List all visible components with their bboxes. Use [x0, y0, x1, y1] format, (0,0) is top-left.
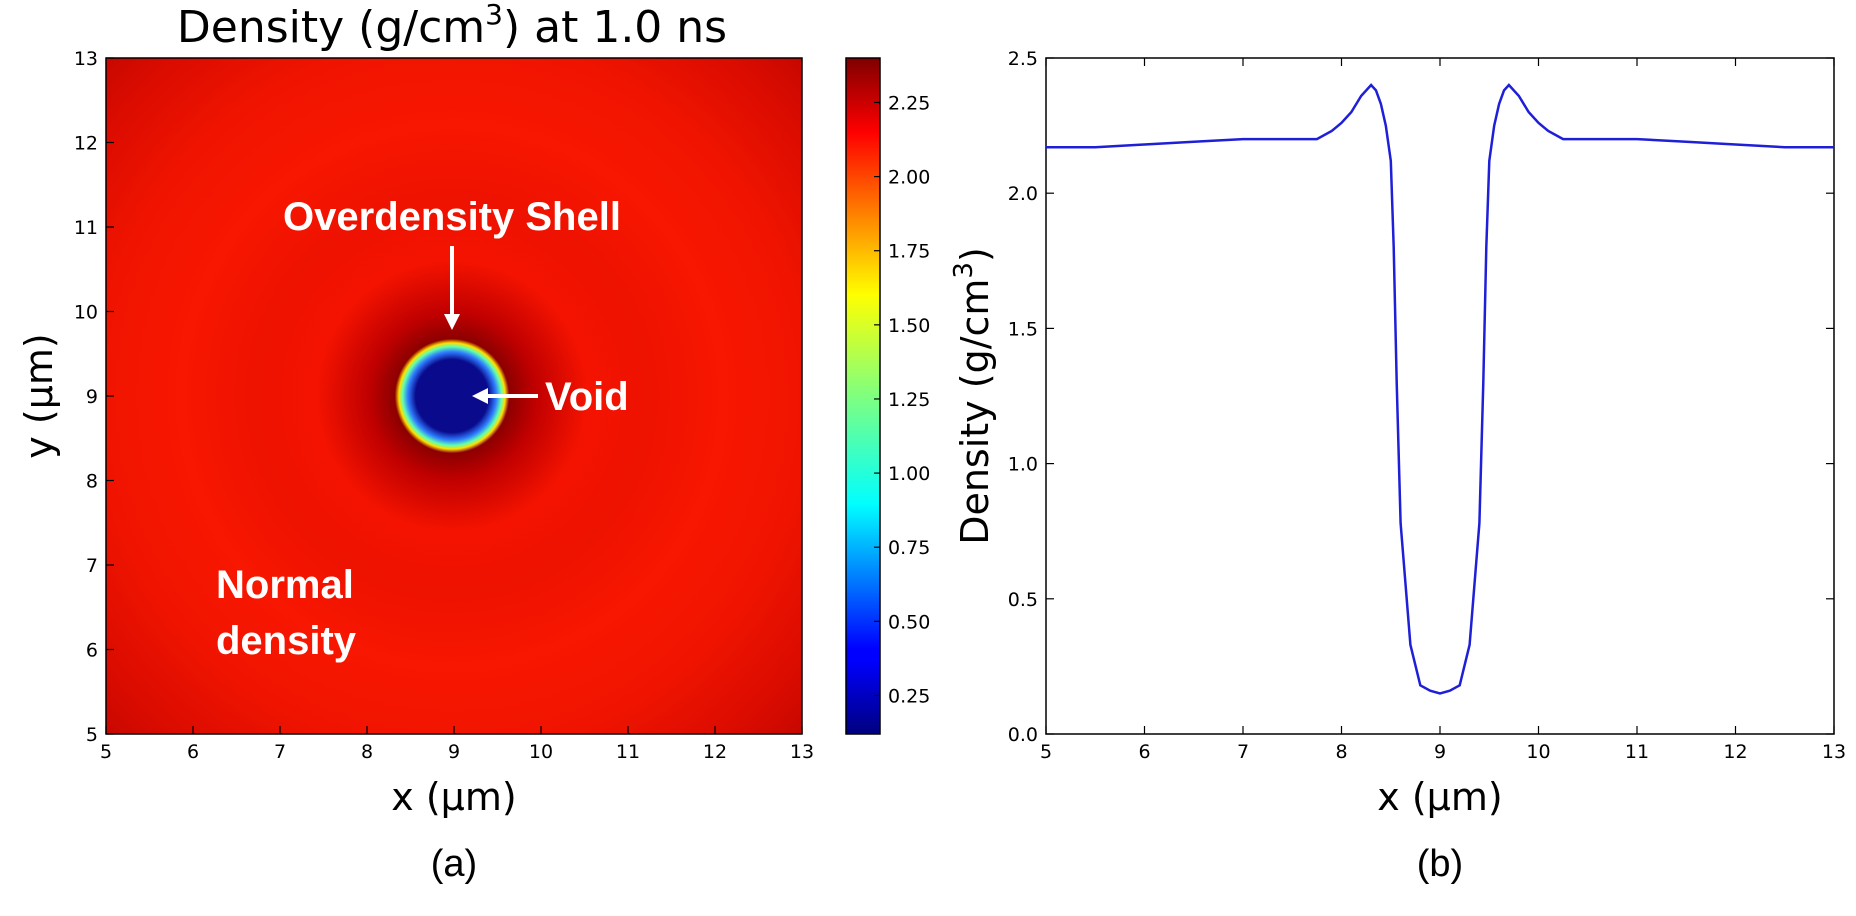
line-x-tick-label-4: 9 — [1434, 741, 1446, 763]
colorbar-tick-label-8: 2.25 — [888, 92, 930, 114]
heatmap-x-tick-label-3: 8 — [361, 741, 373, 763]
line-y-tick-label-5: 2.5 — [1008, 48, 1038, 70]
heatmap-y-tick-label-7: 12 — [74, 133, 98, 155]
line-y-tick-label-3: 1.5 — [1008, 318, 1038, 340]
colorbar-tick-label-4: 1.25 — [888, 389, 930, 411]
line-x-tick-label-7: 12 — [1723, 741, 1747, 763]
line-y-tick-label-4: 2.0 — [1008, 183, 1038, 205]
heatmap-x-tick-label-6: 11 — [616, 741, 640, 763]
line-x-tick-label-1: 6 — [1138, 741, 1150, 763]
heatmap-x-tick-label-2: 7 — [274, 741, 286, 763]
heatmap-x-tick-label-4: 9 — [448, 741, 460, 763]
colorbar-tick-label-3: 1.00 — [888, 463, 930, 485]
colorbar-tick-label-5: 1.50 — [888, 315, 930, 337]
heatmap-y-tick-label-1: 6 — [86, 640, 98, 662]
line-y-label: Density (g/cm3) — [949, 247, 997, 545]
annotation-normal-line2: density — [216, 619, 357, 663]
heatmap-y-label: y (μm) — [17, 333, 61, 458]
line-x-tick-label-2: 7 — [1237, 741, 1249, 763]
panel-label-a: (a) — [431, 843, 477, 885]
heatmap-x-tick-label-8: 13 — [790, 741, 814, 763]
line-x-tick-label-6: 11 — [1625, 741, 1649, 763]
heatmap-y-tick-label-5: 10 — [74, 302, 98, 324]
line-y-tick-label-0: 0.0 — [1008, 724, 1038, 746]
line-x-tick-label-0: 5 — [1040, 741, 1052, 763]
line-x-tick-label-3: 8 — [1335, 741, 1347, 763]
colorbar — [845, 57, 881, 735]
line-y-tick-label-1: 0.5 — [1008, 589, 1038, 611]
heatmap-y-tick-label-0: 5 — [86, 724, 98, 746]
panel-label-b: (b) — [1417, 843, 1463, 885]
heatmap-x-ticks: 5 6 7 8 9 10 11 12 13 — [100, 726, 814, 763]
density-profile-line — [1046, 83, 1834, 695]
line-y-tick-label-2: 1.0 — [1008, 454, 1038, 476]
void-region — [423, 367, 481, 425]
line-x-label: x (μm) — [1377, 775, 1502, 819]
heatmap-y-tick-label-6: 11 — [74, 217, 98, 239]
heatmap-title: Density (g/cm3) at 1.0 ns — [177, 0, 727, 53]
colorbar-ticks: 0.25 0.50 0.75 1.00 1.25 1.50 1.75 2.00 2.25 — [874, 92, 930, 707]
colorbar-tick-label-2: 0.75 — [888, 537, 930, 559]
heatmap-x-label: x (μm) — [391, 775, 516, 819]
line-x-ticks: 5 6 7 8 9 10 11 12 13 — [1040, 58, 1846, 763]
line-x-tick-label-5: 10 — [1526, 741, 1550, 763]
line-y-ticks: 0.0 0.5 1.0 1.5 2.0 2.5 — [1008, 48, 1834, 746]
colorbar-tick-label-1: 0.50 — [888, 611, 930, 633]
heatmap-x-tick-label-5: 10 — [529, 741, 553, 763]
heatmap-y-tick-label-4: 9 — [86, 386, 98, 408]
line-x-tick-label-8: 13 — [1822, 741, 1846, 763]
annotation-normal-line1: Normal — [216, 563, 354, 607]
heatmap-x-tick-label-0: 5 — [100, 741, 112, 763]
annotation-overdensity-shell: Overdensity Shell — [283, 195, 621, 239]
colorbar-tick-label-0: 0.25 — [888, 685, 930, 707]
heatmap-x-tick-label-1: 6 — [187, 741, 199, 763]
heatmap-x-tick-label-7: 12 — [703, 741, 727, 763]
heatmap-y-ticks: 5 6 7 8 9 10 11 12 13 — [74, 48, 114, 746]
annotation-void: Void — [545, 375, 629, 419]
colorbar-tick-label-6: 1.75 — [888, 241, 930, 263]
colorbar-tick-label-7: 2.00 — [888, 167, 930, 189]
heatmap-y-tick-label-3: 8 — [86, 471, 98, 493]
line-plot-frame — [1045, 57, 1835, 735]
heatmap-y-tick-label-8: 13 — [74, 48, 98, 70]
heatmap-y-tick-label-2: 7 — [86, 555, 98, 577]
